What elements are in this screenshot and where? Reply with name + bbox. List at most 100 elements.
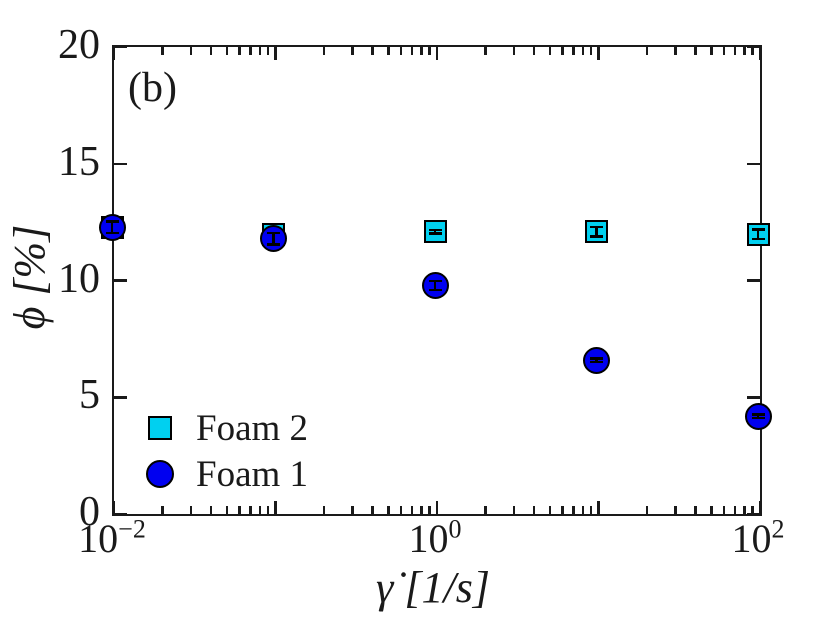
x-minor-tick-bottom xyxy=(189,506,193,514)
x-minor-tick-top xyxy=(371,47,374,55)
x-major-tick-top xyxy=(758,47,762,60)
x-minor-tick-top xyxy=(694,47,697,55)
x-major-tick-top xyxy=(435,47,439,60)
x-minor-tick-bottom xyxy=(351,506,354,514)
x-minor-tick-bottom xyxy=(420,506,423,514)
y-tick-label: 0 xyxy=(79,489,100,535)
y-tick-right xyxy=(747,162,760,165)
legend-marker xyxy=(140,460,180,488)
x-minor-tick-top xyxy=(238,47,241,55)
x-major-tick-bottom xyxy=(758,501,762,514)
x-minor-tick-top xyxy=(410,47,414,55)
x-minor-tick-bottom xyxy=(387,506,390,514)
x-minor-tick-bottom xyxy=(751,506,754,514)
foam-1-error-bar xyxy=(433,280,437,291)
x-minor-tick-top xyxy=(733,47,737,55)
foam-1-error-cap-top xyxy=(267,231,280,235)
foam-2-error-cap-bottom xyxy=(590,235,603,238)
foam-2-error-bar xyxy=(595,227,598,237)
foam-1-error-cap-top xyxy=(428,279,442,283)
foam-1-error-cap-bottom xyxy=(590,360,603,364)
x-minor-tick-bottom xyxy=(258,506,262,514)
x-tick-label: 10−2 xyxy=(78,514,146,561)
x-minor-tick-bottom xyxy=(532,506,536,514)
foam-1-error-bar xyxy=(756,414,760,418)
x-minor-tick-bottom xyxy=(428,506,431,514)
x-minor-tick-bottom xyxy=(710,506,713,514)
foam-1-error-cap-bottom xyxy=(751,416,765,420)
x-minor-tick-top xyxy=(258,47,262,55)
x-minor-tick-top xyxy=(710,47,713,55)
foam-2-error-bar xyxy=(433,229,437,234)
x-minor-tick-bottom xyxy=(561,506,564,514)
x-minor-tick-top xyxy=(512,47,516,55)
x-minor-tick-top xyxy=(751,47,754,55)
legend-label-foam-2: Foam 2 xyxy=(196,407,309,449)
x-minor-tick-top xyxy=(266,47,270,55)
x-minor-tick-bottom xyxy=(512,506,516,514)
y-tick-left xyxy=(114,45,127,49)
y-tick-left xyxy=(114,512,127,516)
x-tick-label: 102 xyxy=(731,514,785,561)
x-minor-tick-bottom xyxy=(674,506,677,514)
x-minor-tick-top xyxy=(322,47,326,55)
foam-2-error-cap-bottom xyxy=(428,232,442,235)
foam-1-error-cap-top xyxy=(751,413,765,416)
x-minor-tick-bottom xyxy=(589,506,593,514)
x-minor-tick-bottom xyxy=(322,506,326,514)
foam-2-error-cap-bottom xyxy=(751,237,765,241)
x-major-tick-top xyxy=(597,47,600,60)
x-tick-exponent: 0 xyxy=(448,514,462,544)
x-major-tick-bottom xyxy=(597,501,600,514)
x-minor-tick-top xyxy=(645,47,649,55)
x-minor-tick-top xyxy=(225,47,229,55)
y-tick-right xyxy=(747,396,760,399)
x-minor-tick-bottom xyxy=(572,506,575,514)
panel-label: (b) xyxy=(128,65,177,111)
foam-2-square-icon xyxy=(148,416,172,440)
x-minor-tick-top xyxy=(532,47,536,55)
x-major-tick-bottom xyxy=(274,501,277,514)
x-minor-tick-top xyxy=(484,47,487,55)
x-minor-tick-bottom xyxy=(238,506,241,514)
foam-1-error-cap-bottom xyxy=(428,288,442,292)
legend-label-foam-1: Foam 1 xyxy=(196,453,309,495)
x-minor-tick-bottom xyxy=(371,506,374,514)
x-minor-tick-bottom xyxy=(733,506,737,514)
x-minor-tick-top xyxy=(428,47,431,55)
x-minor-tick-top xyxy=(674,47,677,55)
foam-1-data-point xyxy=(583,346,610,374)
foam-2-error-bar xyxy=(756,229,760,239)
foam-1-error-cap-bottom xyxy=(267,243,280,246)
x-tick-exponent: −2 xyxy=(118,514,146,544)
x-minor-tick-top xyxy=(189,47,193,55)
x-major-tick-top xyxy=(274,47,277,60)
legend-marker xyxy=(140,416,180,440)
x-minor-tick-bottom xyxy=(581,506,585,514)
x-minor-tick-top xyxy=(581,47,585,55)
x-minor-tick-bottom xyxy=(410,506,414,514)
x-minor-tick-bottom xyxy=(399,506,403,514)
y-tick-label: 15 xyxy=(58,138,100,185)
x-minor-tick-bottom xyxy=(694,506,697,514)
x-minor-tick-top xyxy=(399,47,403,55)
y-tick-right xyxy=(747,512,760,516)
x-minor-tick-bottom xyxy=(548,506,552,514)
x-minor-tick-bottom xyxy=(484,506,487,514)
foam-1-error-bar xyxy=(595,358,598,362)
x-minor-tick-top xyxy=(351,47,354,55)
x-minor-tick-bottom xyxy=(743,506,746,514)
legend: Foam 2 Foam 1 xyxy=(140,405,308,497)
x-minor-tick-top xyxy=(161,47,164,55)
foam-1-error-cap-top xyxy=(105,220,119,223)
legend-item-foam-1: Foam 1 xyxy=(140,451,308,497)
x-minor-tick-top xyxy=(249,47,252,55)
legend-item-foam-2: Foam 2 xyxy=(140,405,308,451)
y-tick-left xyxy=(114,396,127,399)
foam-1-data-point xyxy=(421,272,449,299)
y-tick-right xyxy=(747,279,760,282)
x-minor-tick-top xyxy=(209,47,213,55)
y-tick-label: 20 xyxy=(58,22,100,68)
foam-2-error-cap-top xyxy=(428,228,442,232)
